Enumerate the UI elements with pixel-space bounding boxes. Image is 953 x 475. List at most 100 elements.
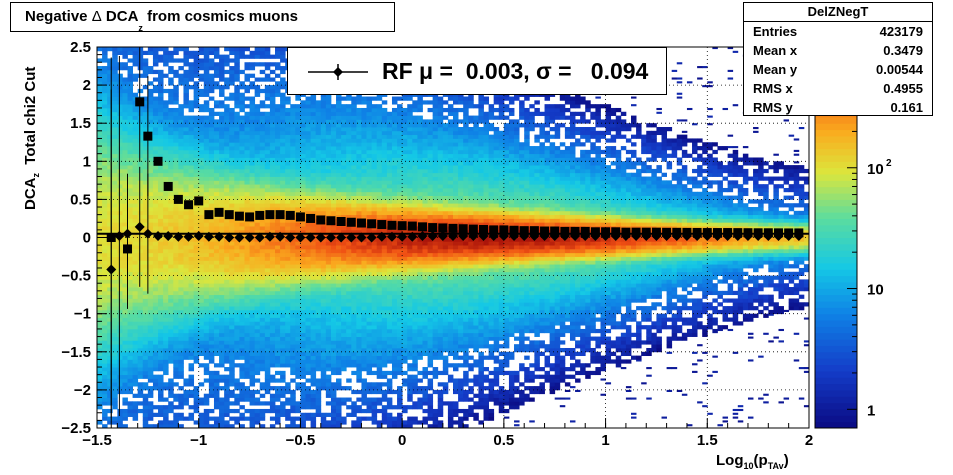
heatmap-cell xyxy=(325,336,332,341)
heatmap-cell xyxy=(173,298,179,303)
heatmap-cell xyxy=(132,401,139,406)
heatmap-cell xyxy=(269,397,276,402)
heatmap-cell xyxy=(219,267,225,273)
heatmap-cell xyxy=(117,317,123,322)
heatmap-cell xyxy=(168,424,174,429)
heatmap-cell xyxy=(178,424,184,429)
heatmap-cell xyxy=(147,214,154,219)
heatmap-cell xyxy=(366,386,373,391)
heatmap-cell xyxy=(315,347,322,353)
heatmap-cell xyxy=(275,222,281,227)
heatmap-cell xyxy=(310,359,317,364)
heatmap-cell xyxy=(168,146,174,151)
heatmap-cell xyxy=(229,226,235,231)
heatmap-cell xyxy=(203,420,210,425)
heatmap-cell xyxy=(229,138,235,143)
heatmap-cell xyxy=(259,142,266,147)
heatmap-cell xyxy=(142,226,149,231)
heatmap-cell xyxy=(188,214,195,219)
heatmap-cell xyxy=(163,62,169,67)
heatmap-cell xyxy=(107,111,113,116)
heatmap-cell xyxy=(208,107,215,113)
heatmap-cell xyxy=(97,210,103,216)
heatmap-cell xyxy=(330,313,337,318)
heatmap-cell xyxy=(208,382,215,387)
heatmap-cell xyxy=(244,321,250,326)
heatmap-cell xyxy=(244,207,250,212)
heatmap-cell xyxy=(147,153,154,158)
heatmap-cell xyxy=(147,96,154,101)
heatmap-cell xyxy=(356,184,362,189)
heatmap-cell xyxy=(173,317,179,322)
heatmap-cell xyxy=(346,138,352,143)
heatmap-cell xyxy=(269,363,276,368)
heatmap-cell xyxy=(285,260,291,265)
heatmap-cell xyxy=(264,130,271,136)
heatmap-cell xyxy=(168,168,174,174)
heatmap-cell xyxy=(224,290,230,296)
heatmap-cell xyxy=(208,317,215,322)
heatmap-cell xyxy=(107,309,113,315)
heatmap-cell xyxy=(224,229,230,235)
heatmap-cell xyxy=(163,73,169,78)
heatmap-cell xyxy=(168,359,174,364)
heatmap-cell xyxy=(239,271,245,276)
heatmap-cell xyxy=(137,267,144,273)
heatmap-cell xyxy=(188,218,195,223)
heatmap-cell xyxy=(269,317,276,322)
heatmap-cell xyxy=(325,267,332,273)
heatmap-cell xyxy=(147,321,154,326)
heatmap-cell xyxy=(178,279,184,284)
heatmap-cell xyxy=(178,374,184,379)
heatmap-cell xyxy=(325,138,332,143)
heatmap-cell xyxy=(269,416,276,421)
heatmap-cell xyxy=(269,127,276,132)
heatmap-cell xyxy=(97,264,103,269)
heatmap-cell xyxy=(152,328,159,334)
heatmap-cell xyxy=(229,69,235,75)
heatmap-cell xyxy=(229,107,235,113)
heatmap-cell xyxy=(224,248,230,254)
heatmap-cell xyxy=(173,393,179,398)
heatmap-cell xyxy=(132,54,139,59)
heatmap-cell xyxy=(320,203,327,208)
heatmap-cell xyxy=(275,142,281,147)
heatmap-cell xyxy=(193,66,200,71)
heatmap-cell xyxy=(244,325,250,330)
heatmap-cell xyxy=(244,340,250,345)
heatmap-cell xyxy=(341,267,347,273)
heatmap-cell xyxy=(315,363,322,368)
heatmap-cell xyxy=(366,344,373,349)
heatmap-cell xyxy=(376,408,383,414)
heatmap-cell xyxy=(178,81,184,86)
heatmap-cell xyxy=(244,359,250,364)
heatmap-cell xyxy=(193,386,200,391)
heatmap-cell xyxy=(310,412,317,417)
heatmap-cell xyxy=(122,222,128,227)
heatmap-cell xyxy=(249,317,256,322)
heatmap-cell xyxy=(259,424,266,429)
heatmap-cell xyxy=(193,267,200,273)
heatmap-cell xyxy=(208,424,215,429)
heatmap-cell xyxy=(152,149,159,155)
heatmap-cell xyxy=(198,256,205,261)
heatmap-cell xyxy=(249,138,256,143)
heatmap-cell xyxy=(244,146,250,151)
heatmap-cell xyxy=(285,146,291,151)
heatmap-cell xyxy=(224,180,230,185)
heatmap-cell xyxy=(361,96,367,101)
heatmap-cell xyxy=(117,47,123,52)
heatmap-cell xyxy=(351,252,357,257)
heatmap-cell xyxy=(173,130,179,136)
heatmap-cell xyxy=(341,241,347,246)
heatmap-cell xyxy=(152,290,159,296)
heatmap-cell xyxy=(351,100,357,105)
heatmap-cell xyxy=(239,347,245,353)
heatmap-cell xyxy=(249,306,256,311)
heatmap-cell xyxy=(285,347,291,353)
heatmap-cell xyxy=(341,287,347,292)
heatmap-cell xyxy=(234,229,240,235)
heatmap-cell xyxy=(244,85,250,90)
heatmap-cell xyxy=(249,180,256,185)
heatmap-cell xyxy=(290,321,296,326)
